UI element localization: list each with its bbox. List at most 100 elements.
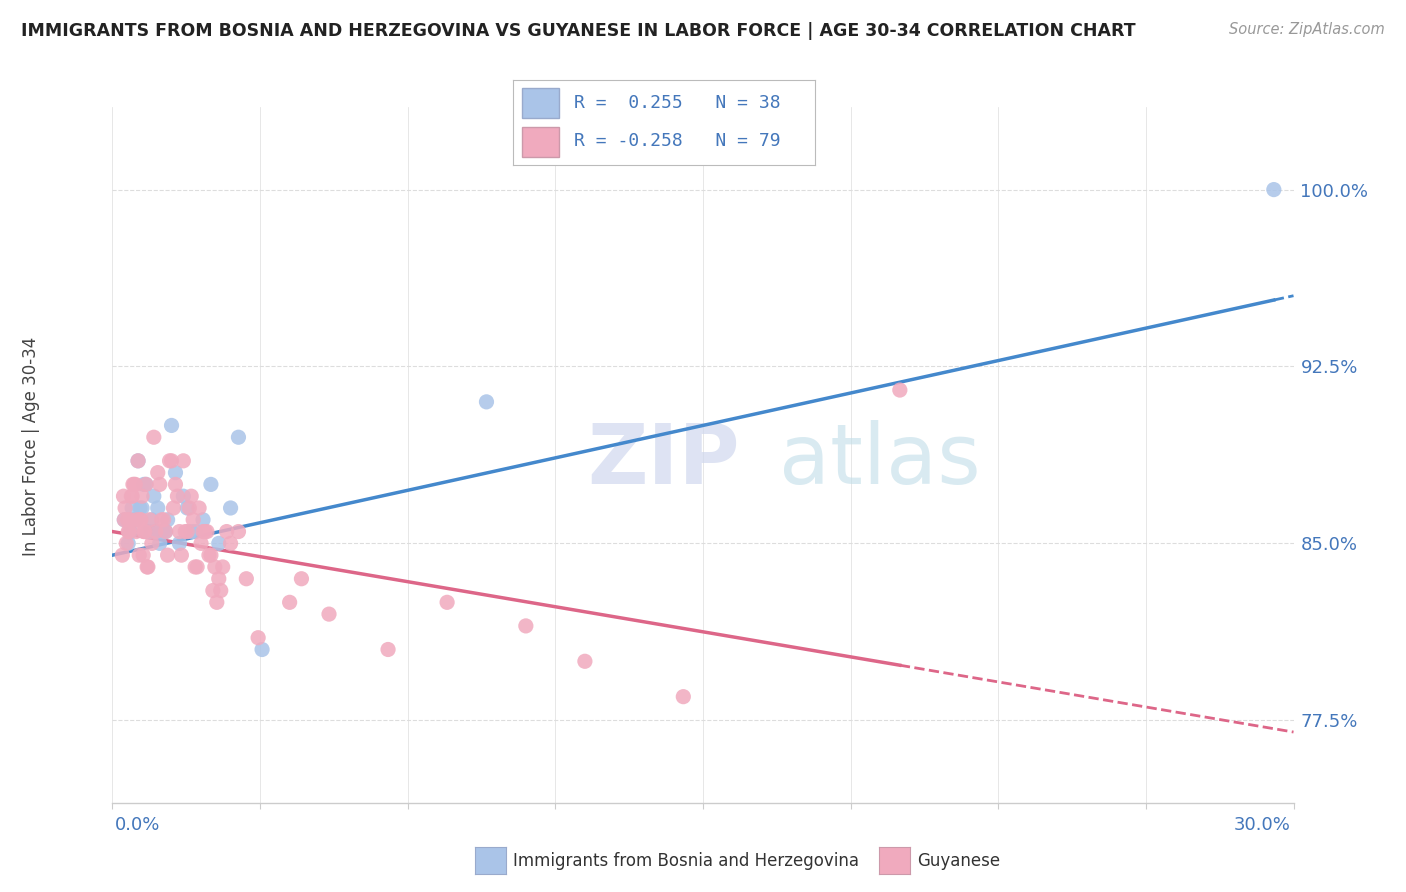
Point	[155, 524, 177, 539]
Point	[111, 548, 134, 562]
Point	[159, 454, 181, 468]
Point	[155, 524, 177, 539]
Point	[149, 536, 172, 550]
Point	[181, 513, 204, 527]
Point	[139, 524, 162, 539]
Point	[179, 500, 201, 515]
Point	[515, 619, 537, 633]
Point	[145, 524, 167, 539]
Text: 0.0%: 0.0%	[115, 816, 160, 834]
Text: ZIP: ZIP	[588, 420, 740, 501]
Point	[436, 595, 458, 609]
Point	[120, 524, 142, 539]
Point	[195, 524, 218, 539]
Point	[200, 477, 222, 491]
Point	[574, 654, 596, 668]
Point	[112, 489, 135, 503]
Point	[146, 500, 169, 515]
Point	[209, 583, 232, 598]
Point	[115, 536, 138, 550]
Point	[160, 418, 183, 433]
Point	[136, 560, 159, 574]
Point	[128, 548, 150, 562]
Point	[141, 513, 163, 527]
Point	[112, 513, 135, 527]
Point	[136, 560, 159, 574]
Point	[180, 524, 202, 539]
Point	[121, 500, 143, 515]
Point	[205, 595, 228, 609]
Point	[125, 513, 148, 527]
Point	[160, 454, 183, 468]
Point	[142, 430, 165, 444]
Point	[228, 524, 250, 539]
Point	[131, 500, 153, 515]
Point	[889, 383, 911, 397]
Point	[672, 690, 695, 704]
Point	[172, 454, 194, 468]
Point	[135, 477, 157, 491]
Point	[112, 513, 135, 527]
Point	[278, 595, 301, 609]
Text: In Labor Force | Age 30-34: In Labor Force | Age 30-34	[22, 336, 39, 556]
Point	[201, 583, 224, 598]
Point	[188, 500, 211, 515]
Point	[127, 454, 149, 468]
Point	[129, 500, 152, 515]
Point	[124, 477, 146, 491]
Point	[117, 536, 139, 550]
Point	[122, 513, 145, 527]
Point	[377, 642, 399, 657]
Point	[190, 536, 212, 550]
Point	[132, 548, 155, 562]
Point	[165, 477, 187, 491]
Point	[120, 489, 142, 503]
Point	[204, 560, 226, 574]
Point	[121, 489, 143, 503]
Point	[129, 513, 152, 527]
Point	[117, 524, 139, 539]
Text: R =  0.255   N = 38: R = 0.255 N = 38	[574, 95, 780, 112]
Point	[165, 466, 187, 480]
Text: IMMIGRANTS FROM BOSNIA AND HERZEGOVINA VS GUYANESE IN LABOR FORCE | AGE 30-34 CO: IMMIGRANTS FROM BOSNIA AND HERZEGOVINA V…	[21, 22, 1136, 40]
Point	[174, 524, 197, 539]
Point	[318, 607, 340, 621]
Point	[156, 548, 179, 562]
Point	[169, 524, 191, 539]
Point	[162, 500, 184, 515]
Point	[136, 524, 159, 539]
Point	[141, 536, 163, 550]
Text: Guyanese: Guyanese	[917, 852, 1000, 870]
Point	[211, 560, 233, 574]
Point	[132, 524, 155, 539]
Point	[114, 500, 136, 515]
Point	[166, 489, 188, 503]
Point	[170, 548, 193, 562]
Point	[200, 548, 222, 562]
Point	[208, 536, 231, 550]
Point	[250, 642, 273, 657]
Point	[198, 548, 221, 562]
Point	[134, 524, 156, 539]
Point	[152, 524, 174, 539]
Point	[135, 477, 157, 491]
Point	[117, 513, 139, 527]
Point	[290, 572, 312, 586]
Point	[149, 477, 172, 491]
Text: atlas: atlas	[779, 420, 981, 501]
Point	[118, 524, 141, 539]
Point	[131, 489, 153, 503]
Point	[1263, 183, 1285, 197]
Text: Source: ZipAtlas.com: Source: ZipAtlas.com	[1229, 22, 1385, 37]
Point	[132, 477, 155, 491]
Point	[184, 560, 207, 574]
Point	[145, 524, 167, 539]
Point	[194, 524, 217, 539]
Point	[176, 500, 198, 515]
Point	[156, 513, 179, 527]
Point	[180, 489, 202, 503]
Point	[146, 466, 169, 480]
Text: 30.0%: 30.0%	[1234, 816, 1291, 834]
Point	[150, 513, 173, 527]
Point	[172, 489, 194, 503]
